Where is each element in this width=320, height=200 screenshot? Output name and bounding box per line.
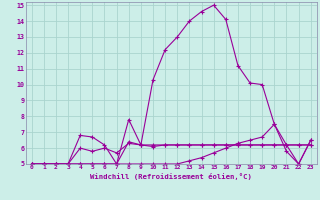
X-axis label: Windchill (Refroidissement éolien,°C): Windchill (Refroidissement éolien,°C) bbox=[90, 173, 252, 180]
